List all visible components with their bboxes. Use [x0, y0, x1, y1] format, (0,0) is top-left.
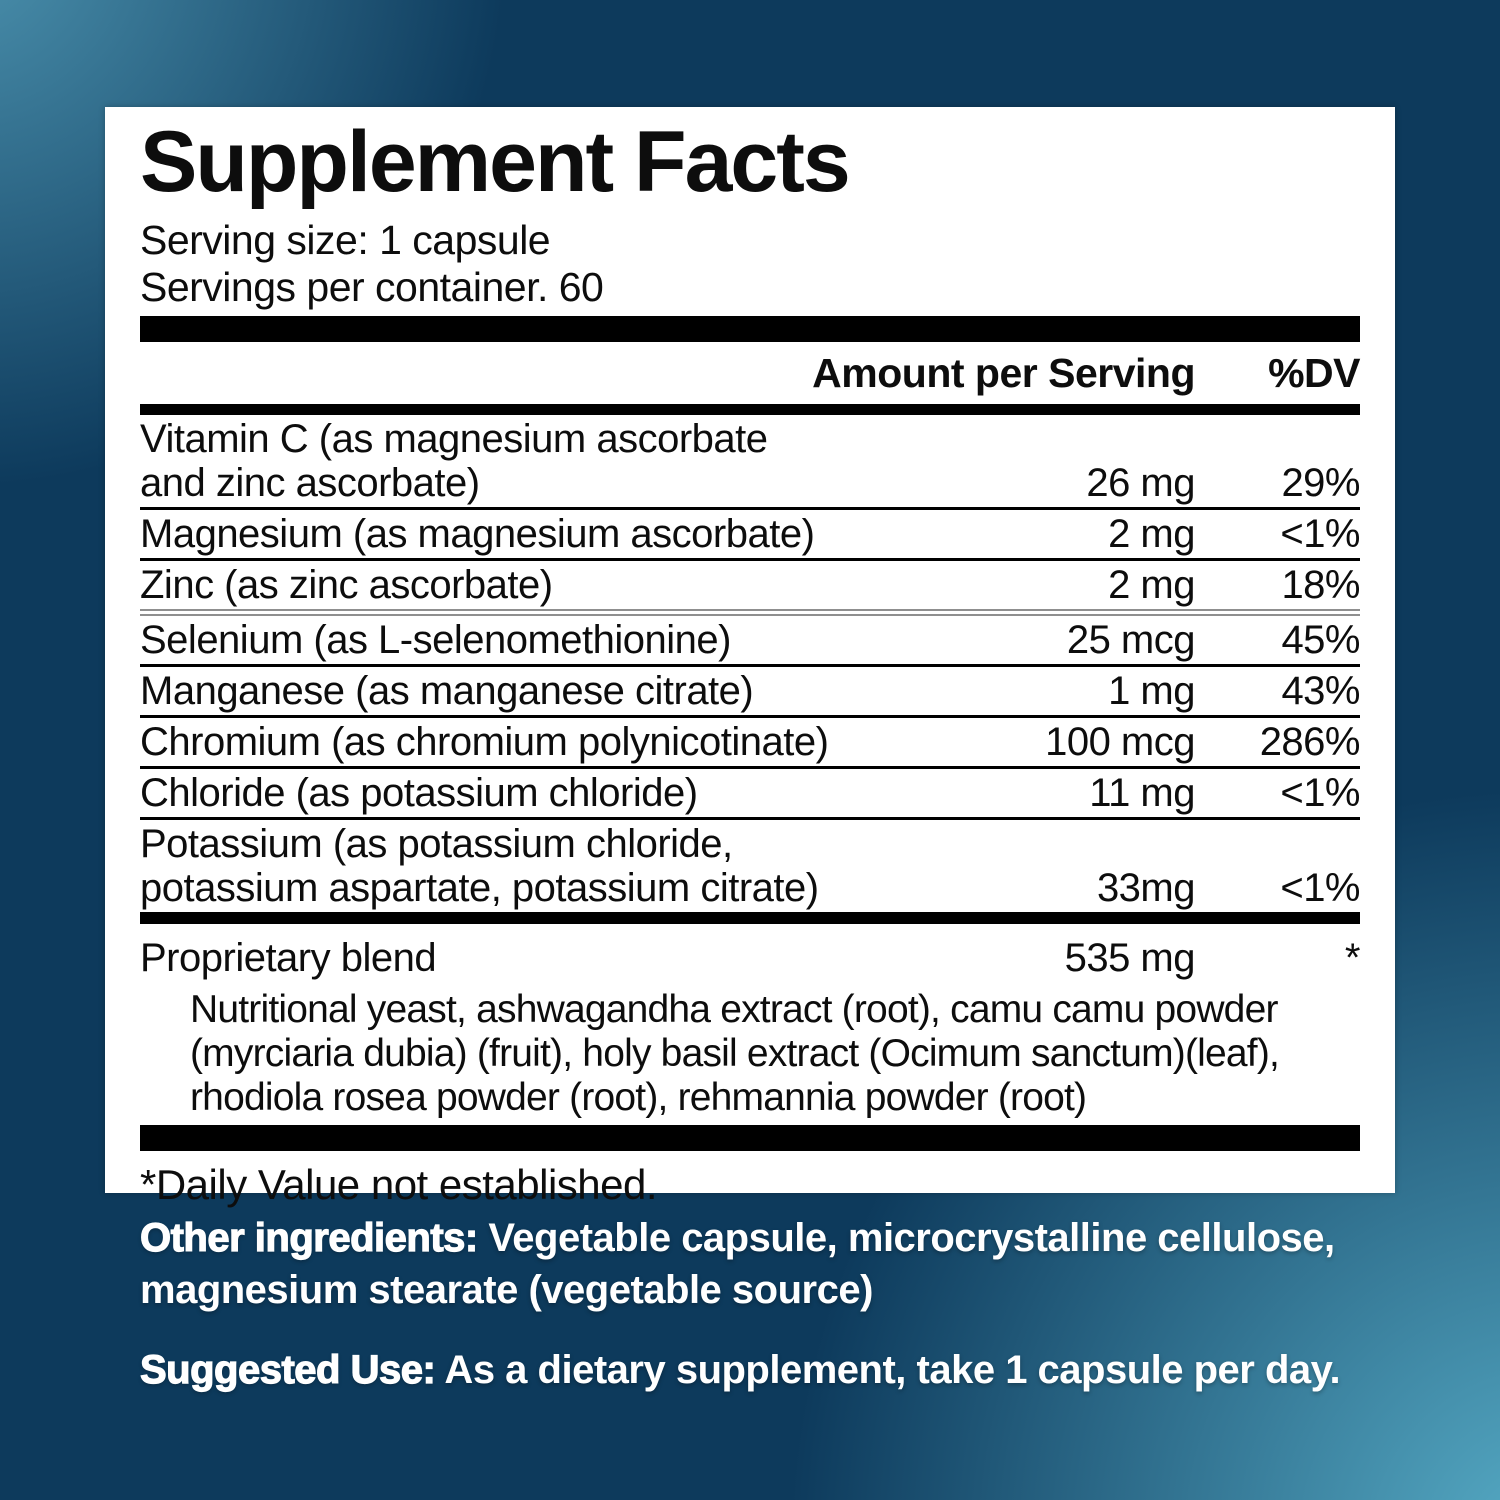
- footer-text-block: Other ingredients: Vegetable capsule, mi…: [139, 1212, 1450, 1396]
- table-row: Chloride (as potassium chloride) 11 mg <…: [140, 769, 1361, 821]
- table-row: Potassium (as potassium chloride, potass…: [140, 820, 1361, 912]
- nutrient-amount: 25 mcg: [1066, 618, 1196, 663]
- nutrient-dv: 45%: [1281, 618, 1360, 663]
- nutrient-amount: 11 mg: [1089, 771, 1195, 816]
- blend-name: Proprietary blend: [140, 936, 437, 981]
- nutrient-name: Magnesium (as magnesium ascorbate): [140, 512, 815, 557]
- header-amount-per-serving: Amount per Serving: [812, 349, 1195, 396]
- other-ingredients-line1: Vegetable capsule, microcrystalline cell…: [477, 1216, 1335, 1260]
- table-row: Manganese (as manganese citrate) 1 mg 43…: [140, 667, 1361, 719]
- divider-bar-thick-top: [140, 316, 1360, 343]
- nutrient-amount: 26 mg: [1086, 461, 1195, 506]
- header-percent-dv: %DV: [1268, 349, 1360, 396]
- servings-per-container: Servings per container. 60: [140, 264, 604, 311]
- nutrient-dv: 43%: [1281, 669, 1360, 714]
- table-row: Magnesium (as magnesium ascorbate) 2 mg …: [140, 510, 1361, 562]
- supplement-facts-panel: Supplement Facts Serving size: 1 capsule…: [105, 107, 1395, 1208]
- other-ingredients-line2: magnesium stearate (vegetable source): [140, 1268, 873, 1312]
- suggested-use-paragraph: Suggested Use: As a dietary supplement, …: [139, 1344, 1450, 1396]
- nutrient-dv: <1%: [1280, 512, 1360, 557]
- nutrient-name: Chromium (as chromium polynicotinate): [140, 720, 829, 765]
- nutrient-table: Vitamin C (as magnesium ascorbate and zi…: [140, 415, 1361, 912]
- table-header-row: Amount per Serving %DV: [140, 342, 1360, 404]
- nutrient-name: Potassium (as potassium chloride, potass…: [140, 822, 819, 911]
- table-row: Selenium (as L-selenomethionine) 25 mcg …: [140, 616, 1361, 668]
- other-ingredients-label: Other ingredients:: [139, 1215, 478, 1260]
- table-row: Chromium (as chromium polynicotinate) 10…: [140, 718, 1361, 770]
- nutrient-name: Chloride (as potassium chloride): [140, 771, 698, 816]
- nutrient-dv: <1%: [1280, 866, 1360, 911]
- nutrient-name: Vitamin C (as magnesium ascorbate and zi…: [140, 417, 768, 506]
- nutrient-name: Selenium (as L-selenomethionine): [140, 618, 732, 663]
- blend-description: Nutritional yeast, ashwagandha extract (…: [190, 988, 1280, 1119]
- table-row: Zinc (as zinc ascorbate) 2 mg 18%: [140, 561, 1361, 617]
- blend-amount: 535 mg: [1064, 936, 1196, 981]
- nutrient-amount: 1 mg: [1108, 669, 1195, 714]
- nutrient-name: Manganese (as manganese citrate): [140, 669, 754, 714]
- panel-title: Supplement Facts: [140, 114, 851, 210]
- suggested-use-text: As a dietary supplement, take 1 capsule …: [435, 1348, 1341, 1392]
- nutrient-amount: 2 mg: [1108, 563, 1195, 608]
- nutrient-amount: 2 mg: [1108, 512, 1195, 557]
- nutrient-dv: 18%: [1281, 563, 1360, 608]
- serving-size: Serving size: 1 capsule: [140, 217, 551, 263]
- nutrient-amount: 33mg: [1096, 866, 1196, 911]
- nutrient-dv: <1%: [1280, 771, 1360, 816]
- divider-bar-thick-bottom: [140, 1125, 1360, 1152]
- daily-value-footnote: *Daily Value not established.: [140, 1161, 658, 1209]
- divider-bar-above-blend: [140, 912, 1360, 925]
- serving-info: Serving size: 1 capsule Servings per con…: [140, 217, 1360, 311]
- other-ingredients-paragraph: Other ingredients: Vegetable capsule, mi…: [139, 1212, 1450, 1316]
- table-row: Vitamin C (as magnesium ascorbate and zi…: [140, 415, 1361, 511]
- nutrient-name: Zinc (as zinc ascorbate): [140, 563, 553, 608]
- suggested-use-label: Suggested Use:: [139, 1347, 436, 1392]
- blend-dv-asterisk: *: [1344, 936, 1361, 981]
- nutrient-dv: 29%: [1281, 461, 1360, 506]
- nutrient-amount: 100 mcg: [1045, 720, 1195, 765]
- divider-bar-under-header: [140, 404, 1360, 416]
- proprietary-blend-row: Proprietary blend 535 mg *: [140, 924, 1361, 981]
- nutrient-dv: 286%: [1259, 720, 1361, 765]
